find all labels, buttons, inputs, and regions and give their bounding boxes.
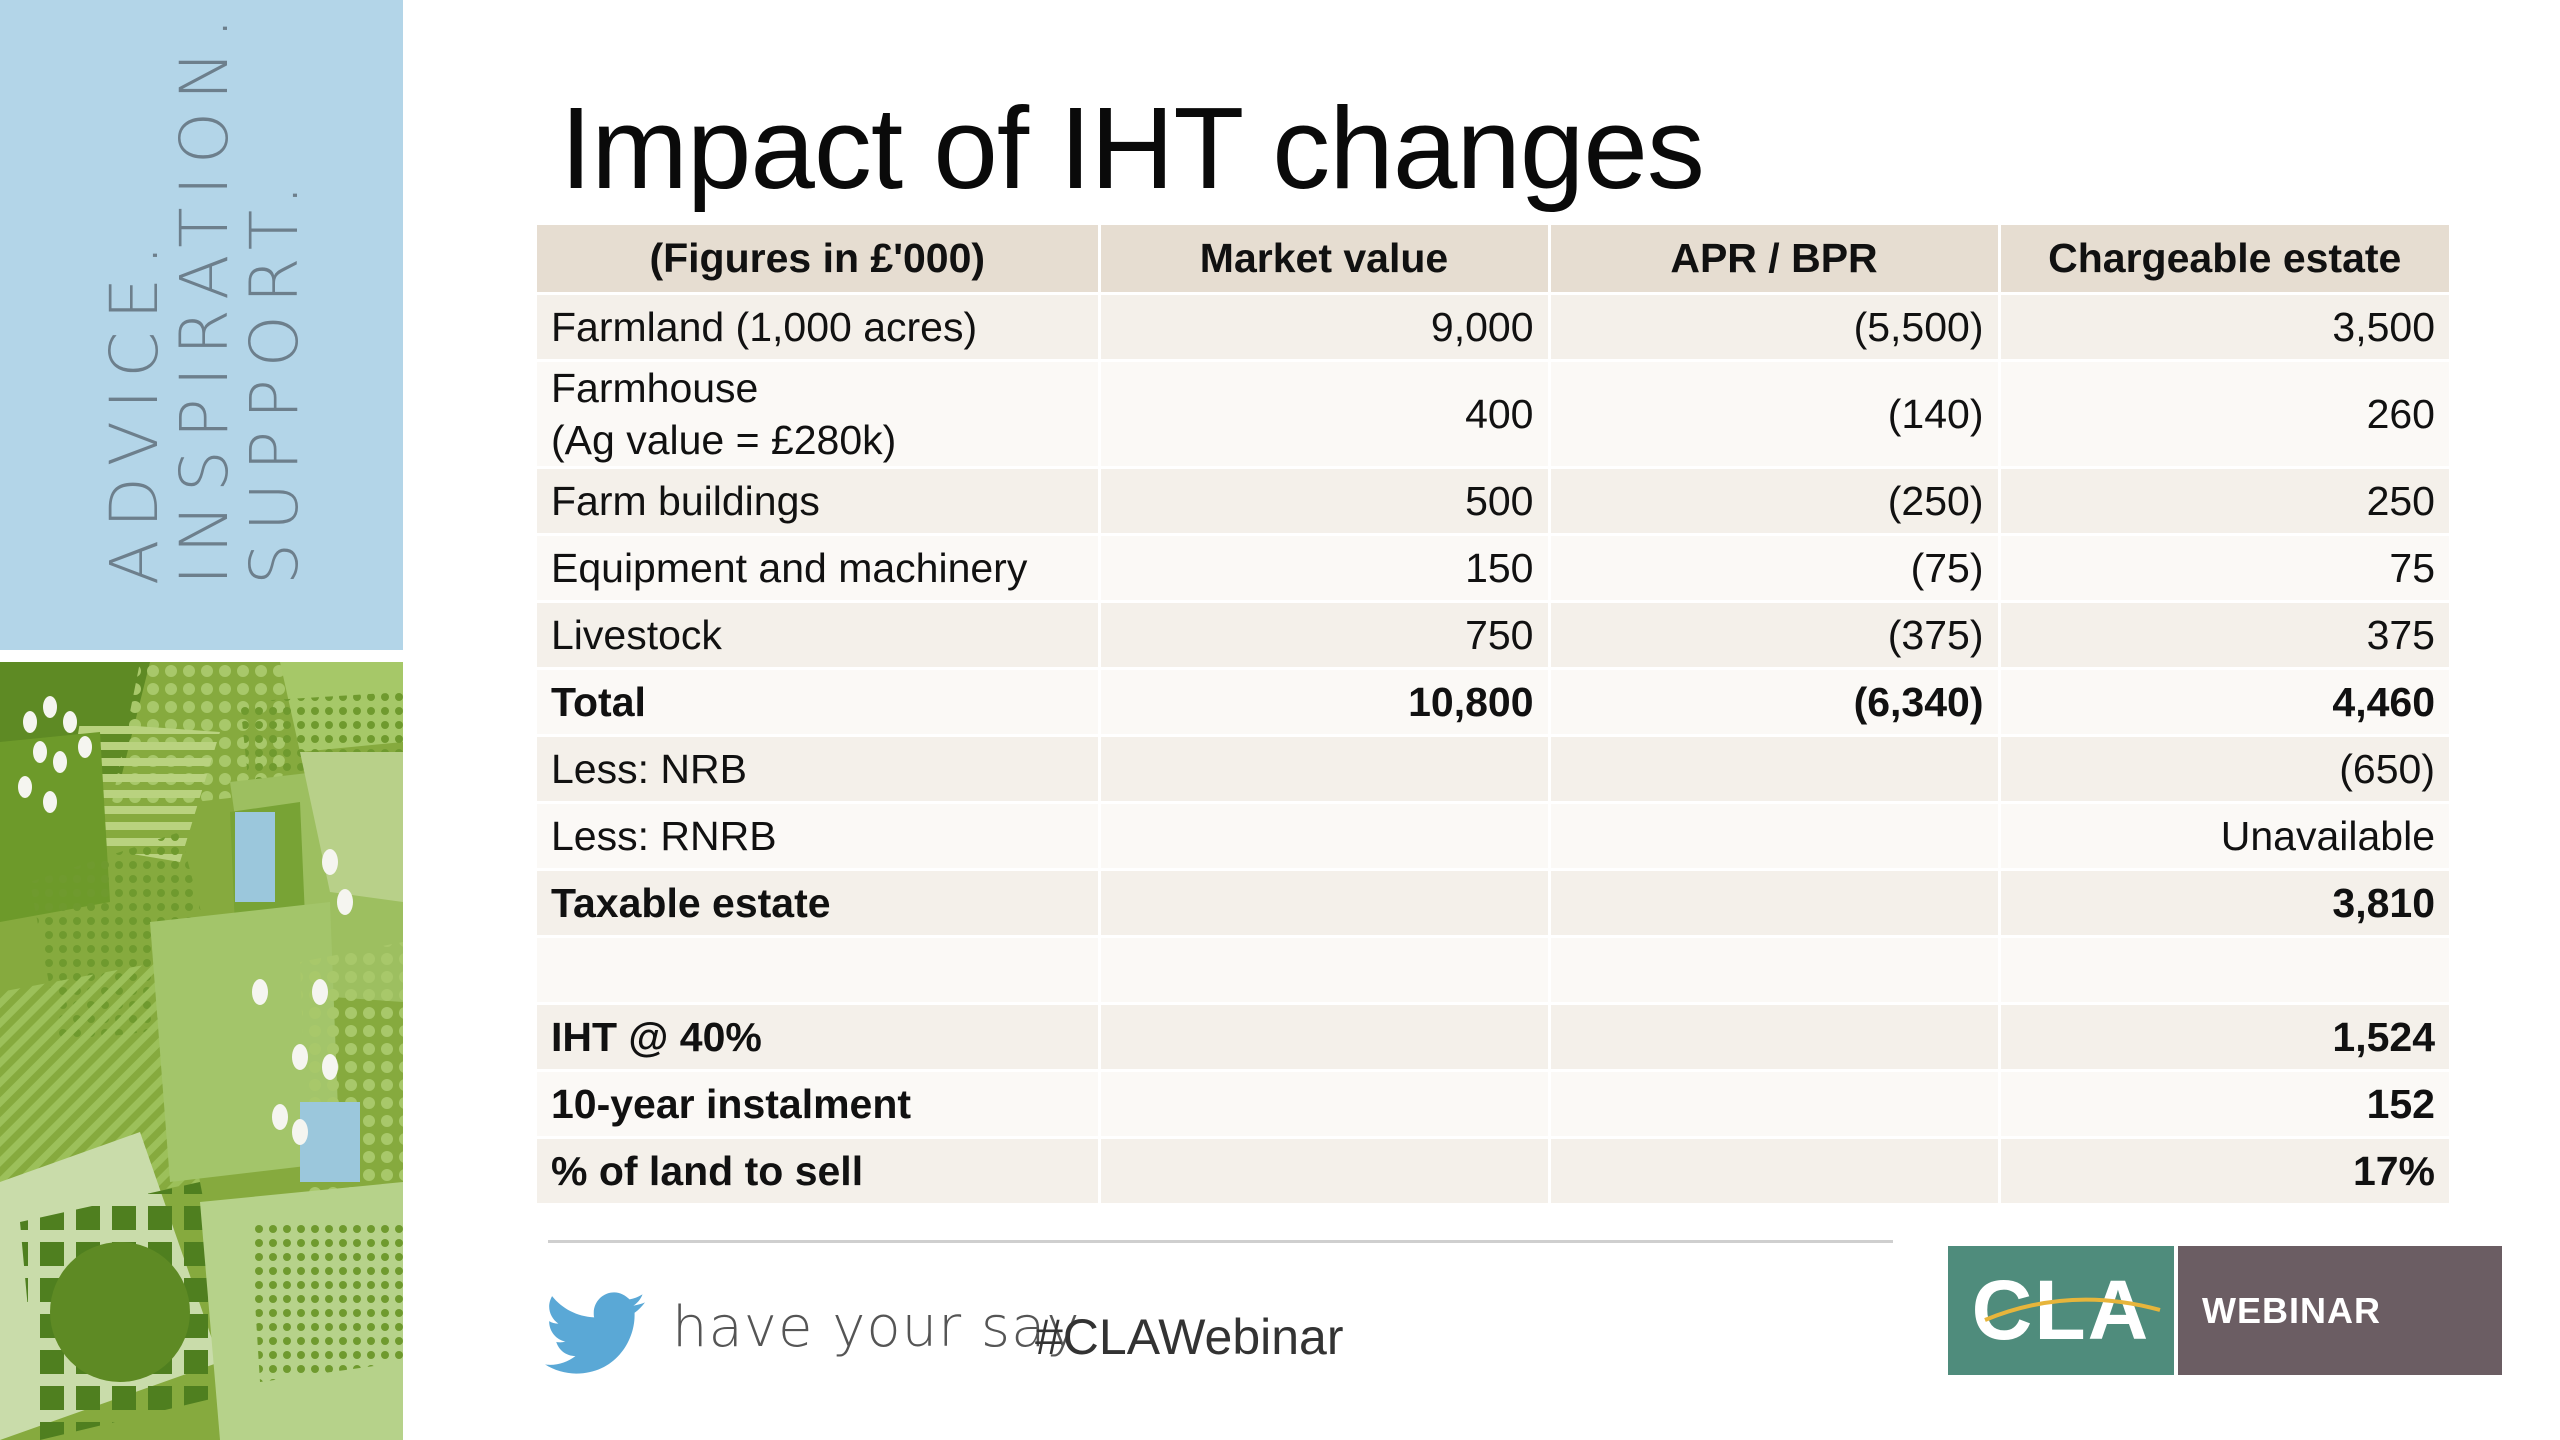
market-value-cell <box>1097 801 1549 870</box>
chargeable-cell: 152 <box>1997 1069 2449 1138</box>
apr-bpr-cell <box>1547 1136 1999 1203</box>
chargeable-cell: 375 <box>1997 600 2449 669</box>
market-value-cell <box>1097 734 1549 803</box>
row-label-line2: (Ag value = £280k) <box>551 417 897 463</box>
header-apr-bpr: APR / BPR <box>1547 225 1999 294</box>
row-label: % of land to sell <box>537 1136 1099 1203</box>
row-label: Total <box>537 667 1099 736</box>
apr-bpr-cell: (6,340) <box>1547 667 1999 736</box>
chargeable-cell: 17% <box>1997 1136 2449 1203</box>
row-label-line1: Farmhouse <box>551 365 759 411</box>
chargeable-cell: 1,524 <box>1997 1002 2449 1071</box>
apr-bpr-cell <box>1547 868 1999 937</box>
market-value-cell: 500 <box>1097 466 1549 535</box>
sidebar-blue-block: ADVICE. INSPIRATION. SUPPORT. <box>0 0 403 650</box>
apr-bpr-cell: (140) <box>1547 359 1999 468</box>
chargeable-cell: 75 <box>1997 533 2449 602</box>
apr-bpr-cell <box>1547 1069 1999 1138</box>
sidebar-tagline: ADVICE. INSPIRATION. SUPPORT. <box>96 5 313 585</box>
row-label: Livestock <box>537 600 1099 669</box>
slide-title: Impact of IHT changes <box>560 83 1705 213</box>
apr-bpr-cell <box>1547 1002 1999 1071</box>
market-value-cell <box>1097 1002 1549 1071</box>
chargeable-cell: 3,810 <box>1997 868 2449 937</box>
header-chargeable-estate: Chargeable estate <box>1997 225 2449 294</box>
table-row: Livestock 750 (375) 375 <box>537 600 2449 669</box>
left-decorative-panel: ADVICE. INSPIRATION. SUPPORT. <box>0 0 403 1440</box>
field-pattern-art <box>0 662 403 1440</box>
apr-bpr-cell: (75) <box>1547 533 1999 602</box>
row-label <box>537 935 1099 1004</box>
table-header-row: (Figures in £'000) Market value APR / BP… <box>537 225 2449 294</box>
cla-swoosh-icon <box>1984 1297 2161 1322</box>
table-row: Less: NRB (650) <box>537 734 2449 803</box>
row-label: 10-year instalment <box>537 1069 1099 1138</box>
table-row: Farmland (1,000 acres) 9,000 (5,500) 3,5… <box>537 292 2449 361</box>
table-row: Farm buildings 500 (250) 250 <box>537 466 2449 535</box>
footer-divider <box>548 1240 1893 1243</box>
row-label: Farm buildings <box>537 466 1099 535</box>
header-market-value: Market value <box>1097 225 1549 294</box>
chargeable-cell <box>1997 935 2449 1004</box>
tagline-line-support: SUPPORT. <box>236 172 313 585</box>
webinar-badge: WEBINAR <box>2178 1246 2502 1375</box>
tagline-line-advice: ADVICE. <box>96 232 173 585</box>
tagline-line-inspiration: INSPIRATION. <box>166 5 243 585</box>
table-row-total: Total 10,800 (6,340) 4,460 <box>537 667 2449 736</box>
chargeable-cell: Unavailable <box>1997 801 2449 870</box>
row-label: Farmland (1,000 acres) <box>537 292 1099 361</box>
header-figures: (Figures in £'000) <box>537 225 1099 294</box>
table-row-instalment: 10-year instalment 152 <box>537 1069 2449 1138</box>
apr-bpr-cell: (5,500) <box>1547 292 1999 361</box>
apr-bpr-cell: (250) <box>1547 466 1999 535</box>
table-row-taxable-estate: Taxable estate 3,810 <box>537 868 2449 937</box>
table-row-blank <box>537 935 2449 1004</box>
row-label: IHT @ 40% <box>537 1002 1099 1071</box>
webinar-hashtag: #CLAWebinar <box>1035 1309 1344 1365</box>
chargeable-cell: 260 <box>1997 359 2449 468</box>
market-value-cell <box>1097 1136 1549 1203</box>
chargeable-cell: 250 <box>1997 466 2449 535</box>
market-value-cell: 750 <box>1097 600 1549 669</box>
twitter-bird-icon <box>545 1292 645 1374</box>
table-row: Equipment and machinery 150 (75) 75 <box>537 533 2449 602</box>
apr-bpr-cell <box>1547 935 1999 1004</box>
row-label: Less: NRB <box>537 734 1099 803</box>
table-row: Farmhouse (Ag value = £280k) 400 (140) 2… <box>537 359 2449 468</box>
row-label: Equipment and machinery <box>537 533 1099 602</box>
market-value-cell <box>1097 935 1549 1004</box>
apr-bpr-cell <box>1547 734 1999 803</box>
field-pattern-graphic <box>0 662 403 1440</box>
chargeable-cell: 4,460 <box>1997 667 2449 736</box>
market-value-cell: 150 <box>1097 533 1549 602</box>
row-label: Less: RNRB <box>537 801 1099 870</box>
cla-logo-text: CLA <box>1971 1263 2151 1357</box>
table-row: Less: RNRB Unavailable <box>537 801 2449 870</box>
apr-bpr-cell: (375) <box>1547 600 1999 669</box>
market-value-cell: 400 <box>1097 359 1549 468</box>
market-value-cell <box>1097 1069 1549 1138</box>
row-label: Taxable estate <box>537 868 1099 937</box>
table-row-iht: IHT @ 40% 1,524 <box>537 1002 2449 1071</box>
table-row-land-to-sell: % of land to sell 17% <box>537 1136 2449 1203</box>
market-value-cell <box>1097 868 1549 937</box>
market-value-cell: 10,800 <box>1097 667 1549 736</box>
row-label: Farmhouse (Ag value = £280k) <box>537 359 1099 468</box>
market-value-cell: 9,000 <box>1097 292 1549 361</box>
cla-logo: CLA <box>1948 1246 2174 1375</box>
chargeable-cell: (650) <box>1997 734 2449 803</box>
chargeable-cell: 3,500 <box>1997 292 2449 361</box>
have-your-say-text: have your say <box>672 1295 1081 1360</box>
apr-bpr-cell <box>1547 801 1999 870</box>
iht-table: (Figures in £'000) Market value APR / BP… <box>537 225 2449 1203</box>
